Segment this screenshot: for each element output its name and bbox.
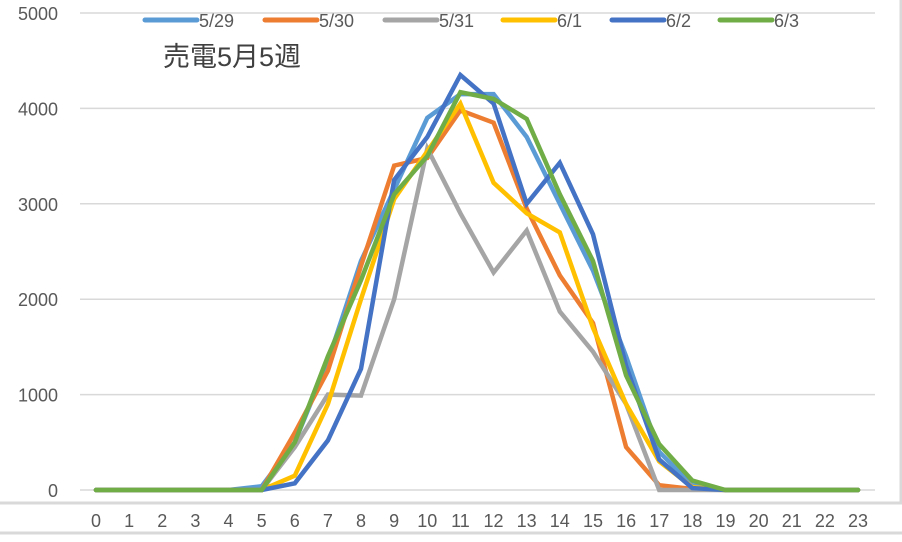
x-tick-label: 17 (649, 511, 669, 531)
legend-label: 5/29 (199, 11, 234, 31)
x-tick-label: 0 (91, 511, 101, 531)
legend-item-6-3: 6/3 (717, 11, 799, 31)
x-tick-label: 19 (715, 511, 735, 531)
chart-title: 売電5月5週 (163, 42, 301, 72)
chart-border (0, 0, 902, 505)
x-tick-label: 9 (389, 511, 399, 531)
legend-item-5-30: 5/30 (262, 11, 354, 31)
legend-label: 6/2 (666, 11, 691, 31)
x-tick-label: 10 (417, 511, 437, 531)
y-tick-label: 2000 (18, 290, 58, 310)
x-tick-label: 11 (451, 511, 470, 531)
x-tick-label: 12 (484, 511, 504, 531)
x-tick-label: 15 (583, 511, 603, 531)
x-tick-label: 21 (782, 511, 802, 531)
x-tick-label: 16 (616, 511, 636, 531)
x-tick-label: 4 (224, 511, 234, 531)
legend: 5/29 5/30 5/31 6/1 6/2 6/3 (142, 11, 799, 31)
x-axis-labels: 0 1 2 3 4 5 6 7 8 9 10 11 12 13 14 15 16 17 18 19 20 21 22 23 (91, 511, 868, 531)
x-tick-label: 23 (848, 511, 868, 531)
data-series (93, 71, 861, 493)
x-tick-label: 3 (190, 511, 200, 531)
legend-item-6-1: 6/1 (500, 11, 582, 31)
x-tick-label: 22 (815, 511, 835, 531)
x-tick-label: 7 (323, 511, 333, 531)
y-tick-label: 4000 (18, 99, 58, 119)
x-tick-label: 1 (124, 511, 134, 531)
legend-label: 6/1 (557, 11, 582, 31)
y-tick-label: 1000 (18, 386, 58, 406)
legend-label: 6/3 (774, 11, 799, 31)
x-tick-label: 5 (257, 511, 267, 531)
series-line-6-3 (93, 89, 861, 493)
legend-item-6-2: 6/2 (609, 11, 691, 31)
x-tick-label: 8 (356, 511, 366, 531)
x-tick-label: 14 (550, 511, 570, 531)
x-tick-label: 6 (290, 511, 300, 531)
legend-item-5-31: 5/31 (382, 11, 474, 31)
x-tick-label: 18 (682, 511, 702, 531)
legend-label: 5/30 (319, 11, 354, 31)
x-tick-label: 13 (517, 511, 537, 531)
x-tick-label: 20 (749, 511, 769, 531)
x-tick-label: 2 (157, 511, 167, 531)
y-tick-label: 5000 (18, 4, 58, 24)
legend-item-5-29: 5/29 (142, 11, 234, 31)
y-axis-labels: 0 1000 2000 3000 4000 5000 (18, 4, 58, 501)
y-tick-label: 3000 (18, 195, 58, 215)
legend-label: 5/31 (439, 11, 474, 31)
y-tick-label: 0 (48, 481, 58, 501)
